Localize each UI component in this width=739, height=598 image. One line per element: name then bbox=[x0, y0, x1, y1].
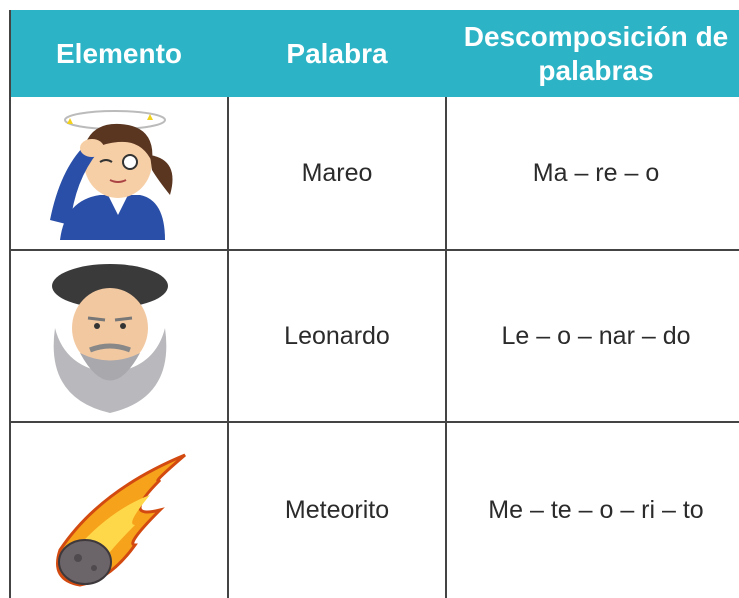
grid-line bbox=[445, 97, 447, 598]
word-cell: Meteorito bbox=[284, 495, 390, 524]
grid-line bbox=[9, 249, 739, 251]
grid-line bbox=[9, 421, 739, 423]
syllable-cell: Ma – re – o bbox=[532, 159, 660, 187]
grid-line bbox=[9, 10, 11, 598]
leonardo-illustration bbox=[52, 264, 168, 413]
word-cell: Leonardo bbox=[284, 321, 390, 350]
syllable-cell: Le – o – nar – do bbox=[501, 321, 691, 350]
grid-line bbox=[227, 97, 229, 598]
word-cell: Mareo bbox=[301, 159, 373, 187]
header-bar bbox=[10, 10, 739, 97]
syllable-cell: Me – te – o – ri – to bbox=[488, 495, 704, 524]
dizzy-girl-illustration bbox=[50, 110, 173, 240]
header-cell: Palabra bbox=[286, 37, 388, 69]
meteorite-illustration bbox=[56, 453, 186, 587]
header-cell: Elemento bbox=[55, 37, 183, 69]
header-cell: Descomposición de palabras bbox=[463, 20, 729, 86]
